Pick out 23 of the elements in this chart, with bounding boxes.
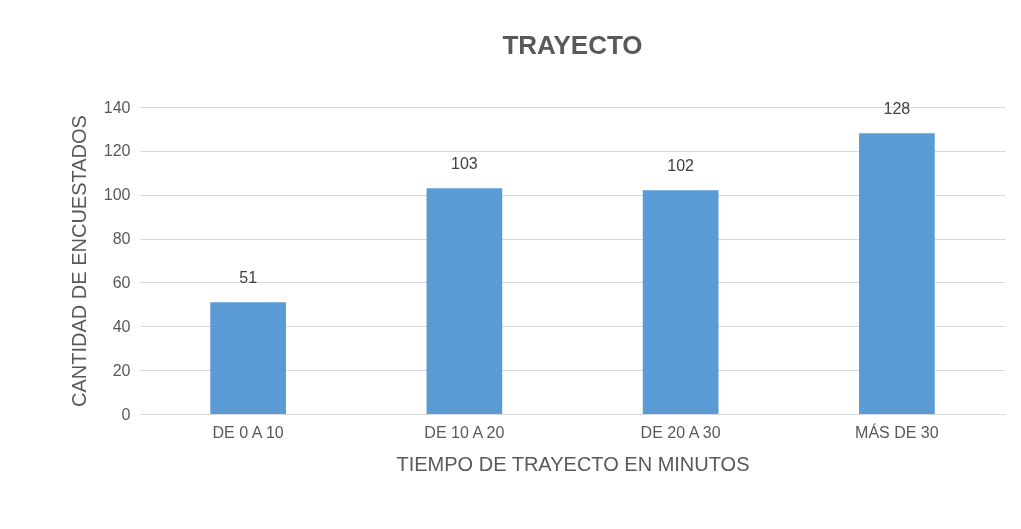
- y-tick-label: 0: [121, 405, 131, 423]
- y-tick-label: 60: [112, 273, 131, 291]
- y-tick-label: 80: [112, 230, 131, 248]
- x-axis-title: TIEMPO DE TRAYECTO EN MINUTOS: [396, 452, 750, 475]
- data-label: 128: [883, 100, 911, 118]
- data-label: 103: [451, 155, 478, 173]
- data-label: 51: [239, 269, 258, 287]
- data-label: 102: [667, 157, 695, 175]
- bar: [642, 190, 719, 414]
- y-tick-label: 40: [112, 317, 131, 335]
- y-axis-title: CANTIDAD DE ENCUESTADOS: [67, 115, 90, 407]
- y-tick-label: 20: [112, 361, 131, 379]
- bar: [426, 188, 503, 414]
- y-tick-label: 120: [103, 142, 131, 160]
- x-tick-label: DE 10 A 20: [424, 423, 505, 441]
- y-tick-label: 140: [103, 98, 131, 116]
- chart-title: TRAYECTO: [502, 30, 643, 60]
- x-tick-label: DE 0 A 10: [212, 423, 284, 441]
- y-tick-label: 100: [103, 186, 131, 204]
- bar: [859, 133, 935, 414]
- bar: [210, 302, 286, 414]
- x-tick-label: MÁS DE 30: [855, 422, 939, 441]
- x-tick-label: DE 20 A 30: [640, 423, 721, 441]
